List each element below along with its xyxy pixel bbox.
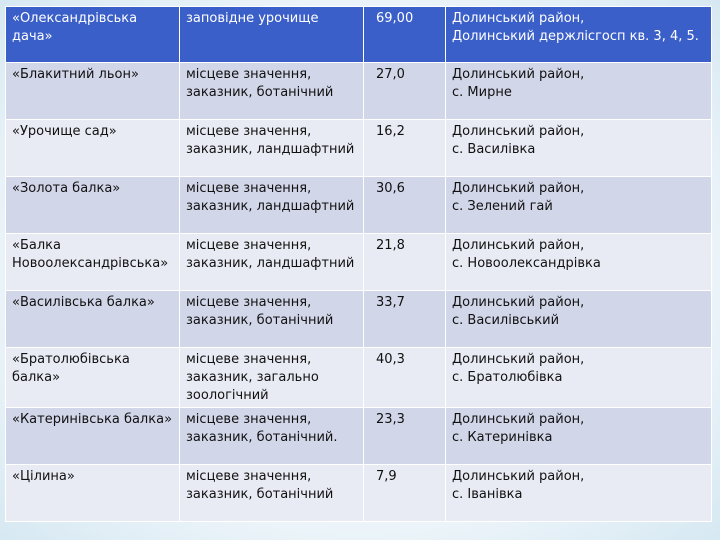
cell-area: 69,00 <box>363 6 446 63</box>
reserve-type-line: місцеве значення, <box>186 352 312 367</box>
cell-area: 27,0 <box>363 62 446 120</box>
cell-area: 33,7 <box>363 290 446 348</box>
reserve-type-line: місцеве значення, <box>186 67 312 82</box>
location-line: Долинський район, <box>452 412 585 427</box>
reserve-type-line: місцеве значення, <box>186 181 312 196</box>
location-line: Долинський район, <box>452 181 585 196</box>
table-row-first: «Олександрівська дача» заповідне урочище 6… <box>5 6 712 63</box>
reserve-type-line: заказник, загально <box>186 370 319 385</box>
location-line: Долинський район, <box>452 124 585 139</box>
cell-location: Долинський район, с. Катеринівка <box>445 407 712 465</box>
cell-reserve-name: «Катеринівська балка» <box>5 407 180 465</box>
cell-reserve-type: місцеве значення, заказник, ландшафтний <box>179 119 364 177</box>
location-line: с. Новоолександрівка <box>452 256 601 271</box>
location-line: с. Василівський <box>452 313 560 328</box>
reserve-type-line: заказник, ботанічний <box>186 487 334 502</box>
location-line: с. Зелений гай <box>452 199 553 214</box>
location-line: Долинський район, <box>452 11 585 26</box>
cell-location: Долинський район, с. Зелений гай <box>445 176 712 234</box>
reserves-table-container: «Олександрівська дача» заповідне урочище 6… <box>5 6 712 522</box>
table-row: «Балка Новоолександрівська» місцеве значе… <box>5 233 712 291</box>
reserve-type-line: місцеве значення, <box>186 124 312 139</box>
cell-reserve-type: місцеве значення, заказник, ботанічний. <box>179 407 364 465</box>
cell-reserve-name: «Цілина» <box>5 464 180 522</box>
reserve-type-line: місцеве значення, <box>186 469 312 484</box>
location-line: Долинський район, <box>452 469 585 484</box>
reserve-type-line: заповідне урочище <box>186 11 319 26</box>
cell-reserve-name: «Урочище сад» <box>5 119 180 177</box>
location-line: с. Іванівка <box>452 487 523 502</box>
reserve-type-line: заказник, ландшафтний <box>186 142 355 157</box>
cell-area: 7,9 <box>363 464 446 522</box>
table-row: «Урочище сад» місцеве значення, заказник, … <box>5 119 712 177</box>
cell-area: 30,6 <box>363 176 446 234</box>
reserve-type-line: заказник, ландшафтний <box>186 199 355 214</box>
location-line: с. Василівка <box>452 142 536 157</box>
cell-reserve-name: «Золота балка» <box>5 176 180 234</box>
cell-location: Долинський район, с. Мирне <box>445 62 712 120</box>
location-line: Долинський район, <box>452 67 585 82</box>
reserve-type-line: заказник, ландшафтний <box>186 256 355 271</box>
cell-area: 40,3 <box>363 347 446 408</box>
reserve-type-line: заказник, ботанічний. <box>186 430 338 445</box>
table-row: «Золота балка» місцеве значення, заказник,… <box>5 176 712 234</box>
reserves-table: «Олександрівська дача» заповідне урочище 6… <box>5 6 712 522</box>
cell-reserve-type: місцеве значення, заказник, ландшафтний <box>179 176 364 234</box>
location-line: с. Катеринівка <box>452 430 553 445</box>
location-line: с. Братолюбівка <box>452 370 563 385</box>
cell-reserve-name: «Василівська балка» <box>5 290 180 348</box>
cell-location: Долинський район, с. Василівський <box>445 290 712 348</box>
cell-location: Долинський район, с. Іванівка <box>445 464 712 522</box>
cell-reserve-type: місцеве значення, заказник, ботанічний <box>179 464 364 522</box>
cell-location: Долинський район, с. Братолюбівка <box>445 347 712 408</box>
reserve-type-line: заказник, ботанічний <box>186 85 334 100</box>
table-row: «Блакитний льон» місцеве значення, заказни… <box>5 62 712 120</box>
location-line: с. Мирне <box>452 85 512 100</box>
cell-area: 16,2 <box>363 119 446 177</box>
cell-reserve-name: «Блакитний льон» <box>5 62 180 120</box>
table-row: «Братолюбівська балка» місцеве значення, з… <box>5 347 712 408</box>
location-line: Долинський держлісгосп кв. 3, 4, 5. <box>452 29 699 44</box>
reserve-type-line: місцеве значення, <box>186 295 312 310</box>
reserve-type-line: заказник, ботанічний <box>186 313 334 328</box>
location-line: Долинський район, <box>452 352 585 367</box>
reserve-type-line: місцеве значення, <box>186 412 312 427</box>
location-line: Долинський район, <box>452 295 585 310</box>
cell-location: Долинський район, Долинський держлісгосп … <box>445 6 712 63</box>
location-line: Долинський район, <box>452 238 585 253</box>
table-row: «Цілина» місцеве значення, заказник, ботан… <box>5 464 712 522</box>
cell-location: Долинський район, с. Василівка <box>445 119 712 177</box>
cell-reserve-type: заповідне урочище <box>179 6 364 63</box>
cell-reserve-type: місцеве значення, заказник, загально зооло… <box>179 347 364 408</box>
table-body: «Олександрівська дача» заповідне урочище 6… <box>5 6 712 522</box>
cell-reserve-type: місцеве значення, заказник, ботанічний <box>179 62 364 120</box>
table-row: «Василівська балка» місцеве значення, зака… <box>5 290 712 348</box>
cell-reserve-name: «Братолюбівська балка» <box>5 347 180 408</box>
cell-area: 21,8 <box>363 233 446 291</box>
table-row: «Катеринівська балка» місцеве значення, за… <box>5 407 712 465</box>
cell-area: 23,3 <box>363 407 446 465</box>
cell-location: Долинський район, с. Новоолександрівка <box>445 233 712 291</box>
cell-reserve-type: місцеве значення, заказник, ландшафтний <box>179 233 364 291</box>
cell-reserve-name: «Балка Новоолександрівська» <box>5 233 180 291</box>
reserve-type-line: місцеве значення, <box>186 238 312 253</box>
cell-reserve-name: «Олександрівська дача» <box>5 6 180 63</box>
cell-reserve-type: місцеве значення, заказник, ботанічний <box>179 290 364 348</box>
reserve-type-line: зоологічний <box>186 388 269 403</box>
